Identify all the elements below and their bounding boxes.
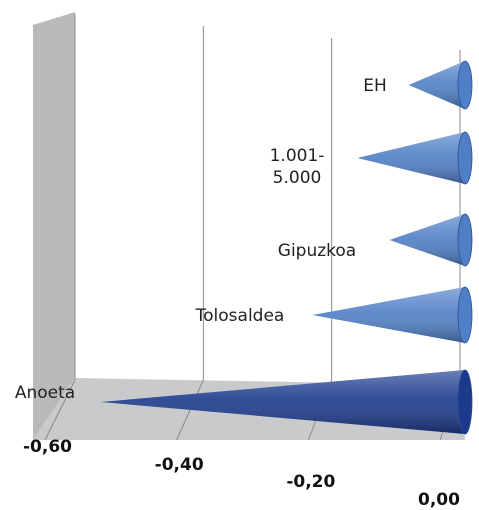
x-tick-label: -0,40 bbox=[154, 455, 204, 475]
cone bbox=[389, 213, 473, 267]
cone-base bbox=[457, 60, 473, 110]
cone bbox=[100, 369, 473, 435]
category-label: EH bbox=[363, 76, 387, 96]
category-label: Tolosaldea bbox=[195, 306, 285, 326]
x-tick-label: 0,00 bbox=[418, 490, 460, 510]
x-tick-label: -0,20 bbox=[286, 472, 336, 492]
cone-shade bbox=[389, 214, 465, 266]
x-tick-label: -0,60 bbox=[23, 437, 72, 457]
cone-base bbox=[457, 213, 473, 267]
category-label: 1.001-5.000 bbox=[269, 146, 325, 188]
cone bbox=[408, 60, 473, 110]
back-wall bbox=[33, 12, 75, 440]
grid-line bbox=[176, 26, 204, 441]
cone-base bbox=[457, 369, 473, 435]
cone-shade bbox=[100, 370, 466, 434]
cone-base bbox=[457, 131, 473, 185]
cone-shade bbox=[312, 287, 465, 343]
cone-shade bbox=[357, 132, 465, 184]
grid-line bbox=[307, 38, 333, 441]
category-label: Anoeta bbox=[14, 383, 76, 403]
cone bbox=[357, 131, 473, 185]
category-label: Gipuzkoa bbox=[277, 241, 357, 261]
cone-shade bbox=[408, 61, 465, 109]
cone-base bbox=[457, 286, 473, 344]
grid-line bbox=[44, 14, 76, 441]
cone bbox=[312, 286, 473, 344]
